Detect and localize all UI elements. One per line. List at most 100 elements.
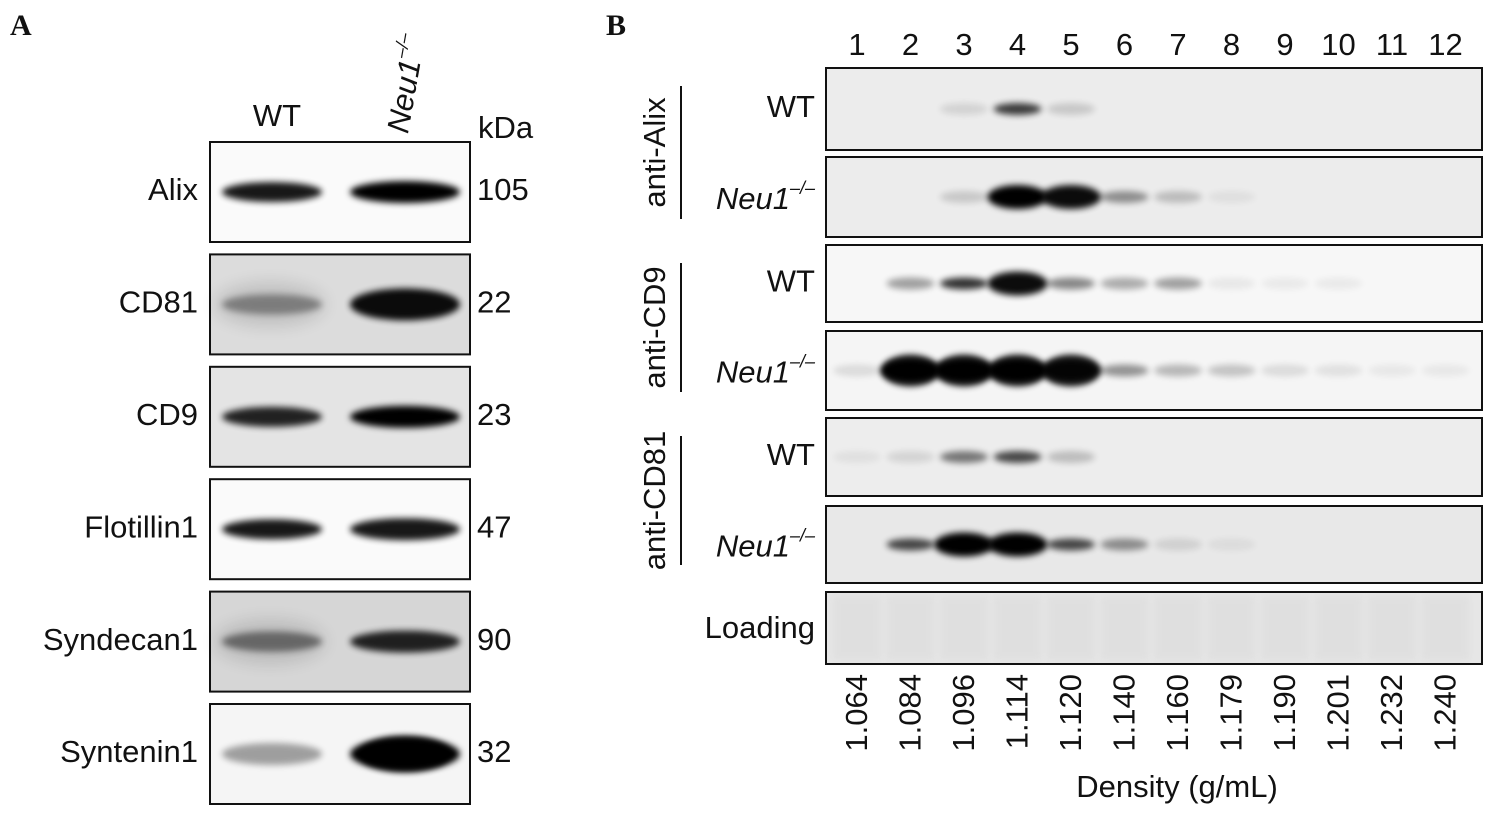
genotype-name: Neu1 — [716, 181, 790, 216]
blot — [209, 478, 471, 581]
antibody-label: anti-CD81 — [637, 431, 672, 571]
band — [1207, 538, 1256, 551]
blot-frame — [825, 330, 1483, 411]
blot — [825, 67, 1483, 151]
loading-lane — [1207, 596, 1256, 660]
band — [222, 631, 322, 652]
band — [1047, 451, 1095, 463]
column-header: Neu1–/– — [377, 30, 432, 135]
band — [1314, 277, 1363, 290]
genotype-superscript: –/– — [789, 525, 816, 545]
density-label: 1.232 — [1374, 674, 1409, 752]
density-label: 1.064 — [839, 674, 874, 752]
loading-lane — [1314, 596, 1363, 660]
loading-blot — [825, 591, 1483, 665]
band — [1207, 364, 1256, 377]
loading-lane — [1100, 596, 1149, 660]
genotype-name: Neu1 — [716, 355, 790, 390]
fraction-label: 2 — [902, 27, 919, 62]
band — [1314, 364, 1363, 377]
x-axis-label: Density (g/mL) — [1076, 769, 1278, 804]
band — [350, 181, 460, 203]
row-label: Neu1–/– — [716, 351, 816, 389]
band — [1047, 277, 1095, 290]
band — [833, 451, 881, 463]
band — [1154, 277, 1202, 290]
density-label: 1.179 — [1214, 674, 1249, 752]
blot — [825, 156, 1483, 238]
blot — [825, 417, 1483, 497]
kda-label: 22 — [477, 285, 511, 320]
genotype-name: Neu1 — [716, 529, 790, 564]
blot-frame — [209, 703, 471, 805]
blot-background — [826, 68, 1482, 150]
panel-label: B — [606, 9, 626, 42]
row-label: WT — [767, 437, 815, 472]
band — [1041, 185, 1101, 209]
band — [833, 364, 881, 377]
kda-label: 23 — [477, 397, 511, 432]
kda-label: 32 — [477, 734, 511, 769]
fraction-label: 7 — [1169, 27, 1186, 62]
band — [1207, 277, 1256, 290]
row-label: Neu1–/– — [716, 525, 816, 563]
blot — [825, 505, 1483, 584]
fraction-label: 11 — [1376, 27, 1408, 62]
blot-frame — [209, 478, 471, 581]
band — [222, 519, 322, 540]
band — [350, 630, 460, 653]
fraction-label: 1 — [848, 27, 865, 62]
loading-lane — [886, 596, 935, 660]
density-label: 1.114 — [1000, 674, 1035, 749]
band — [886, 451, 935, 463]
band — [350, 405, 460, 428]
band — [1047, 103, 1095, 115]
band — [1261, 364, 1309, 377]
band — [940, 103, 988, 115]
density-label: 1.240 — [1428, 674, 1463, 752]
kda-label: 47 — [477, 509, 511, 544]
blot — [209, 141, 471, 243]
fraction-label: 3 — [955, 27, 972, 62]
genotype-superscript: –/– — [789, 351, 816, 371]
band — [350, 288, 460, 321]
density-label: 1.190 — [1267, 674, 1302, 752]
band — [940, 191, 988, 203]
band — [222, 182, 322, 202]
band — [350, 518, 460, 541]
loading-lane — [833, 596, 881, 660]
band — [1100, 538, 1149, 551]
column-header: WT — [253, 98, 301, 133]
density-label: 1.120 — [1053, 674, 1088, 752]
band — [987, 185, 1048, 209]
band — [1100, 191, 1149, 203]
blot-background — [826, 418, 1482, 496]
fraction-label: 4 — [1009, 27, 1026, 62]
band — [360, 736, 450, 772]
density-label: 1.140 — [1107, 674, 1142, 752]
fraction-label: 8 — [1223, 27, 1240, 62]
band — [940, 451, 988, 463]
fraction-label: 5 — [1062, 27, 1079, 62]
row-label: Loading — [705, 610, 815, 645]
protein-label: Flotillin1 — [84, 509, 198, 544]
fraction-label: 12 — [1428, 27, 1462, 62]
antibody-label: anti-CD9 — [637, 266, 672, 388]
blot — [209, 703, 471, 805]
genotype-superscript: –/– — [390, 30, 414, 60]
kda-label: 90 — [477, 622, 511, 657]
loading-lane — [1368, 596, 1416, 660]
fraction-label: 9 — [1276, 27, 1293, 62]
band — [1261, 277, 1309, 290]
density-label: 1.084 — [893, 674, 928, 752]
band — [222, 406, 322, 427]
band — [1100, 364, 1149, 377]
density-label: 1.096 — [946, 674, 981, 752]
band — [936, 354, 992, 387]
row-label: WT — [767, 89, 815, 124]
row-label: WT — [767, 264, 815, 299]
kda-label: 105 — [477, 172, 529, 207]
loading-lane — [1421, 596, 1470, 660]
band — [1100, 277, 1149, 290]
